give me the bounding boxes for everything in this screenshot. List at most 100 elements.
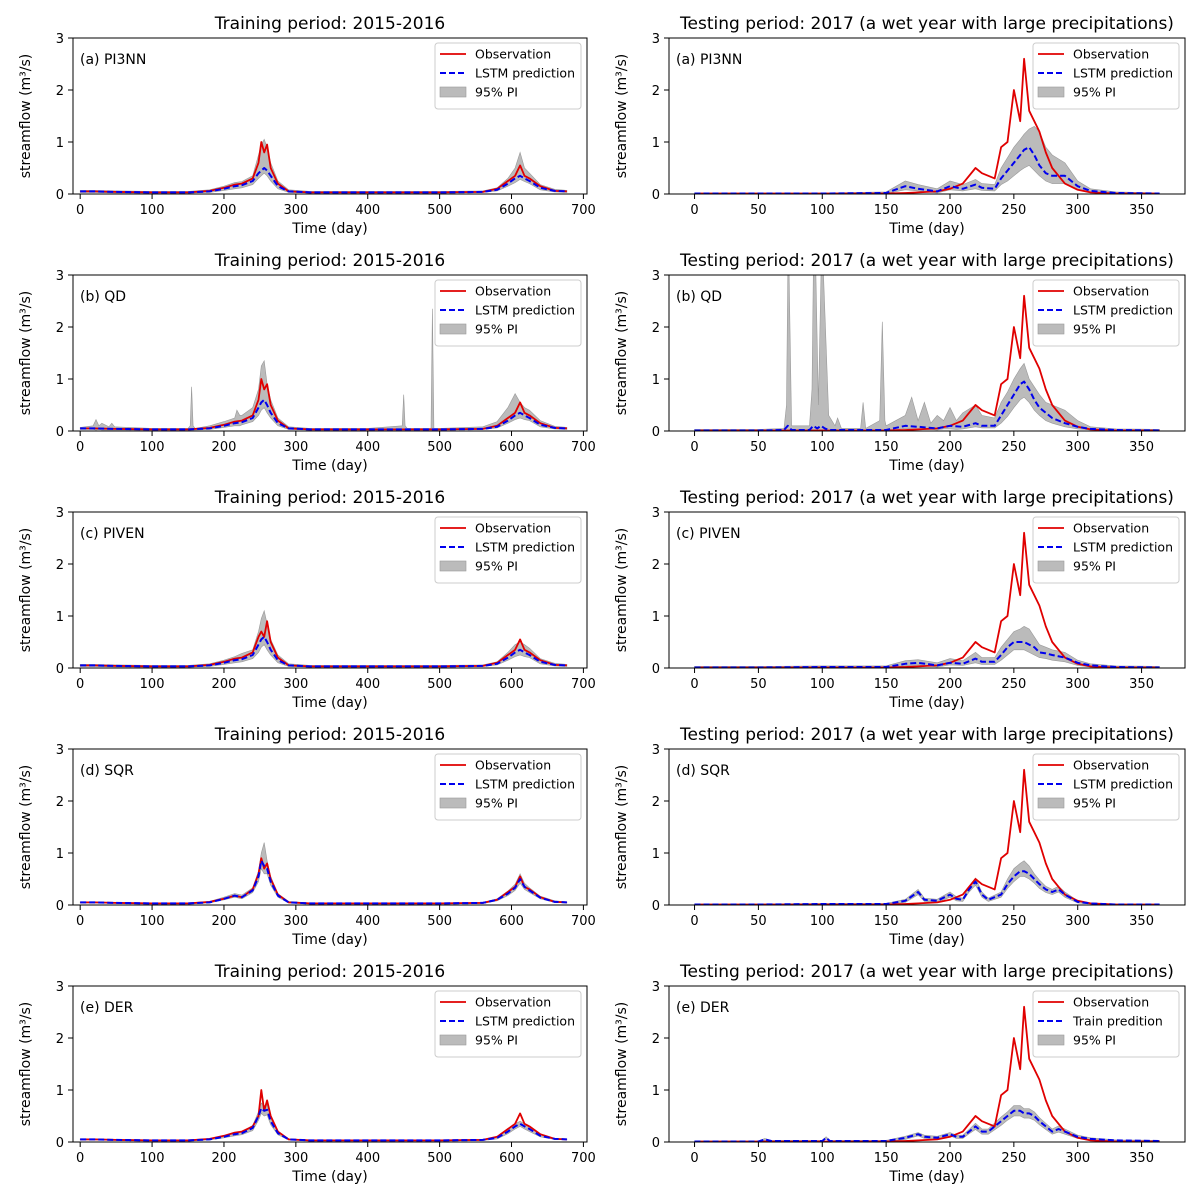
x-tick-label: 150 — [874, 440, 899, 455]
plot-area — [79, 1089, 568, 1142]
x-tick-label: 500 — [427, 1151, 452, 1166]
legend-box — [434, 279, 582, 347]
legend-pi-swatch — [439, 1034, 467, 1046]
x-tick-label: 0 — [690, 440, 698, 455]
x-tick-label: 700 — [571, 677, 596, 692]
x-axis-label: Time (day) — [291, 932, 367, 948]
x-axis-label: Time (day) — [291, 221, 367, 237]
x-tick-label: 100 — [810, 440, 835, 455]
y-tick-label: 0 — [56, 662, 64, 677]
y-tick-label: 2 — [56, 795, 64, 810]
x-tick-label: 0 — [690, 203, 698, 218]
panel-label: (d) SQR — [676, 763, 730, 779]
observation-line — [80, 378, 567, 431]
plot-area — [79, 609, 568, 668]
y-tick-label: 2 — [652, 1032, 660, 1047]
x-tick-label: 150 — [874, 1151, 899, 1166]
x-tick-label: 200 — [938, 440, 963, 455]
chart-panel-2: Testing period: 2017 (a wet year with la… — [614, 14, 1186, 237]
chart-panel-10: Testing period: 2017 (a wet year with la… — [614, 962, 1186, 1185]
x-axis-label: Time (day) — [291, 1169, 367, 1185]
prediction-line — [694, 641, 1160, 668]
y-tick-label: 3 — [652, 32, 660, 47]
legend: Observation LSTM prediction 95% PI — [434, 42, 582, 110]
legend-label: 95% PI — [475, 559, 518, 574]
observation-line — [80, 1089, 567, 1142]
prediction-line — [694, 380, 1160, 431]
y-tick-label: 1 — [56, 1084, 64, 1099]
chart-panel-6: Testing period: 2017 (a wet year with la… — [614, 488, 1186, 711]
y-tick-label: 0 — [652, 425, 660, 440]
x-tick-label: 200 — [212, 440, 237, 455]
legend-label: Observation — [475, 47, 551, 62]
y-tick-label: 1 — [56, 610, 64, 625]
plot-area — [79, 842, 568, 905]
x-tick-label: 200 — [938, 677, 963, 692]
panel-label: (a) PI3NN — [676, 52, 742, 68]
x-axis-label: Time (day) — [888, 458, 964, 474]
prediction-line — [694, 1109, 1160, 1142]
x-tick-label: 500 — [427, 440, 452, 455]
y-tick-label: 3 — [56, 506, 64, 521]
x-tick-label: 500 — [427, 914, 452, 929]
y-tick-label: 2 — [652, 795, 660, 810]
x-tick-label: 0 — [76, 677, 84, 692]
x-tick-label: 0 — [76, 1151, 84, 1166]
x-tick-label: 350 — [1129, 203, 1154, 218]
x-tick-label: 250 — [1001, 1151, 1026, 1166]
x-tick-label: 0 — [690, 914, 698, 929]
observation-line — [694, 294, 1160, 431]
x-tick-label: 600 — [499, 1151, 524, 1166]
x-tick-label: 50 — [750, 677, 767, 692]
x-tick-label: 100 — [810, 914, 835, 929]
legend-label: LSTM prediction — [475, 1014, 575, 1029]
legend-label: LSTM prediction — [1073, 303, 1173, 318]
chart-title: Training period: 2015-2016 — [214, 962, 445, 982]
legend-label: Observation — [475, 521, 551, 536]
x-tick-label: 200 — [212, 914, 237, 929]
y-axis-label: streamflow (m³/s) — [18, 1002, 34, 1127]
y-axis-label: streamflow (m³/s) — [18, 54, 34, 179]
x-tick-label: 250 — [1001, 914, 1026, 929]
y-tick-label: 3 — [652, 269, 660, 284]
x-tick-label: 200 — [212, 203, 237, 218]
y-tick-label: 0 — [56, 1136, 64, 1151]
observation-line — [694, 768, 1160, 905]
chart-panel-8: Testing period: 2017 (a wet year with la… — [614, 725, 1186, 948]
x-tick-label: 200 — [938, 1151, 963, 1166]
prediction-line — [80, 635, 567, 668]
chart-panel-9: Training period: 2015-2016 0 100 200 300 400 5… — [18, 962, 596, 1185]
x-tick-label: 300 — [283, 440, 308, 455]
x-tick-label: 250 — [1001, 203, 1026, 218]
x-tick-label: 350 — [1129, 1151, 1154, 1166]
x-tick-label: 250 — [1001, 677, 1026, 692]
legend-pi-swatch — [439, 323, 467, 335]
x-axis-label: Time (day) — [291, 458, 367, 474]
x-tick-label: 100 — [810, 677, 835, 692]
panel-label: (d) SQR — [80, 763, 134, 779]
observation-line — [694, 1005, 1160, 1142]
legend-label: Observation — [1073, 521, 1149, 536]
x-axis-label: Time (day) — [888, 1169, 964, 1185]
x-tick-label: 100 — [140, 677, 165, 692]
legend-label: LSTM prediction — [1073, 777, 1173, 792]
x-axis-label: Time (day) — [291, 695, 367, 711]
prediction-interval-band — [694, 126, 1160, 194]
x-tick-label: 300 — [1065, 677, 1090, 692]
prediction-line — [80, 398, 567, 431]
legend-label: LSTM prediction — [1073, 540, 1173, 555]
plot-area — [79, 138, 568, 194]
y-tick-label: 1 — [56, 373, 64, 388]
legend: Observation LSTM prediction 95% PI — [434, 990, 582, 1058]
legend-label: Observation — [1073, 995, 1149, 1010]
y-tick-label: 3 — [56, 269, 64, 284]
axes-frame — [72, 511, 588, 669]
x-tick-label: 0 — [76, 914, 84, 929]
y-tick-label: 1 — [652, 847, 660, 862]
y-tick-label: 1 — [56, 136, 64, 151]
x-tick-label: 100 — [810, 203, 835, 218]
legend-pi-swatch — [1037, 560, 1065, 572]
x-tick-label: 350 — [1129, 914, 1154, 929]
legend-label: 95% PI — [475, 796, 518, 811]
